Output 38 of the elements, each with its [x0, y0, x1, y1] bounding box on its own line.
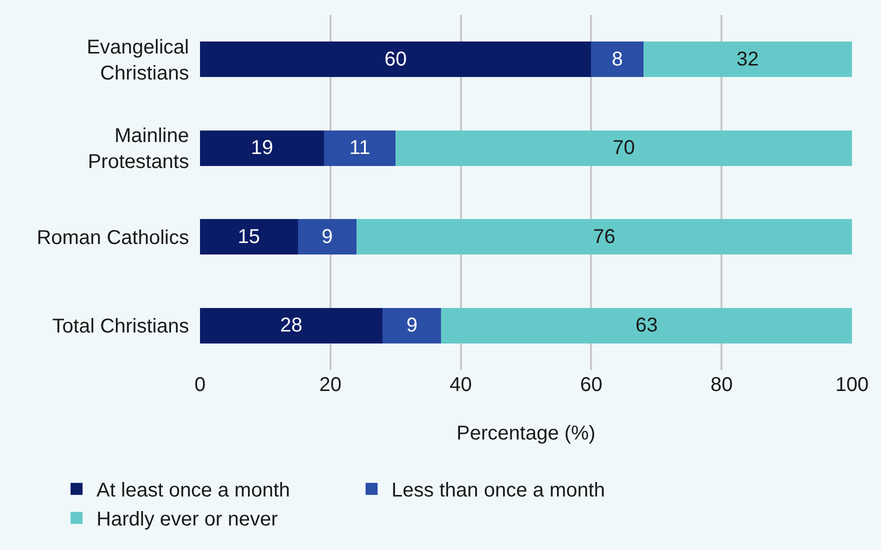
bar — [298, 219, 356, 255]
data-label: 63 — [635, 314, 658, 337]
data-label: 76 — [593, 226, 616, 248]
bar — [200, 308, 383, 344]
data-label: 19 — [250, 137, 274, 160]
legend-label: Hardly ever or never — [96, 508, 278, 531]
x-tick-label: 80 — [710, 374, 733, 396]
data-label: 60 — [384, 48, 407, 70]
bar — [382, 308, 442, 344]
legend-label: At least once a month — [96, 480, 290, 502]
x-tick-label: 40 — [450, 374, 472, 396]
bar — [643, 42, 852, 78]
x-tick-label: 20 — [319, 374, 342, 396]
bar — [200, 219, 298, 255]
bar — [396, 130, 852, 166]
data-label: 9 — [406, 314, 418, 337]
bar — [324, 130, 396, 166]
data-label: 8 — [612, 48, 623, 70]
y-tick-label: Evangelical Christians — [86, 36, 189, 84]
y-tick-label: Mainline Protestants — [88, 125, 189, 174]
data-label: 28 — [280, 314, 302, 337]
x-tick-label: 100 — [835, 374, 869, 396]
data-label: 9 — [322, 226, 333, 248]
legend-label: Less than once a month — [392, 480, 606, 502]
x-tick-label: 0 — [194, 374, 206, 396]
bar — [591, 42, 644, 78]
y-tick-label: Total Christians — [52, 316, 189, 338]
y-tick-label: Roman Catholics — [36, 226, 189, 249]
bar — [356, 219, 852, 255]
bar — [200, 130, 324, 166]
data-label: 32 — [736, 48, 759, 70]
x-tick-label: 60 — [580, 374, 602, 396]
bar — [200, 42, 592, 78]
bar — [441, 308, 852, 344]
x-axis-title: Percentage (%) — [456, 422, 596, 444]
data-label: 15 — [238, 226, 260, 248]
data-label: 70 — [612, 137, 635, 160]
data-label: 11 — [349, 137, 370, 160]
